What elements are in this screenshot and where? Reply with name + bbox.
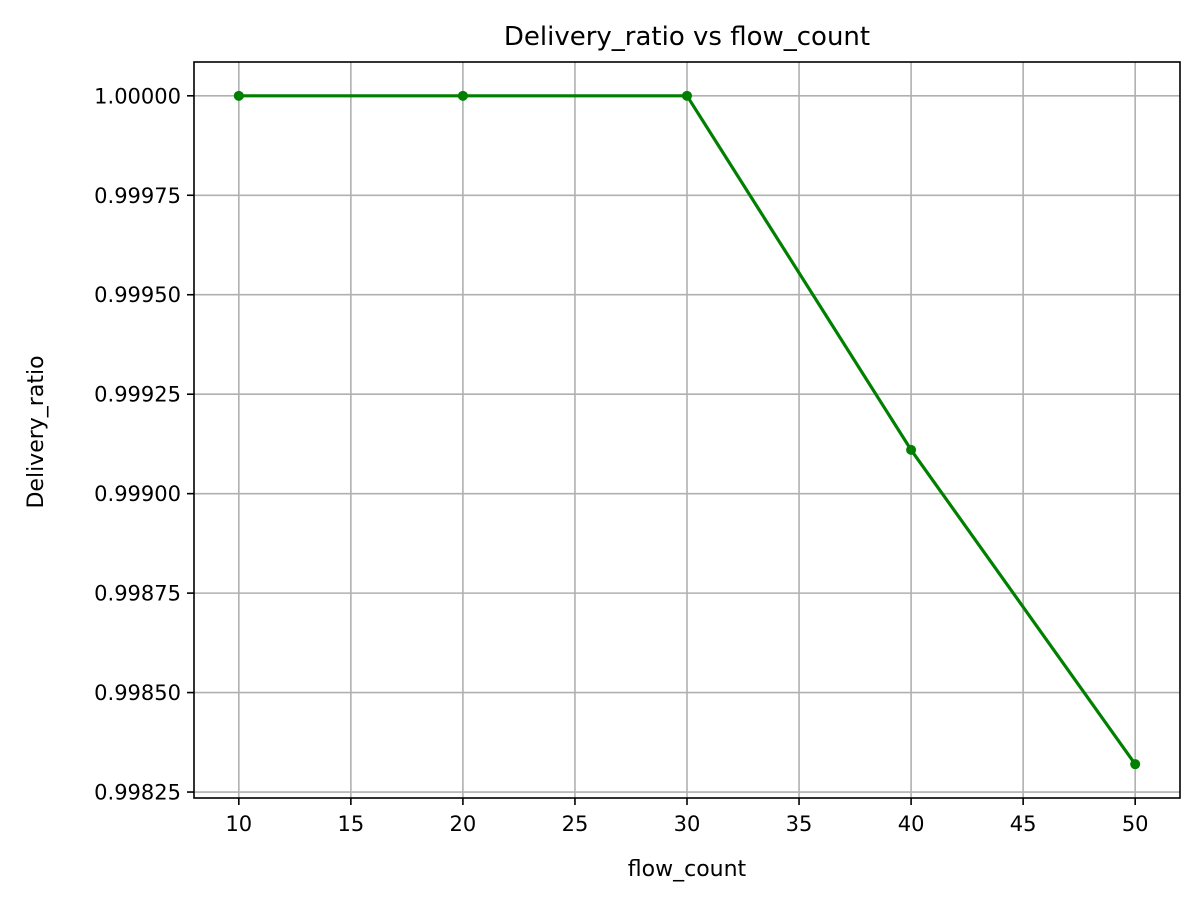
data-point (233, 90, 244, 101)
y-tick-label: 0.99850 (94, 681, 181, 705)
x-tick-label: 20 (450, 812, 477, 836)
chart-title: Delivery_ratio vs flow_count (504, 22, 870, 52)
data-point (1130, 759, 1141, 770)
x-tick-label: 30 (674, 812, 701, 836)
x-tick-label: 25 (562, 812, 589, 836)
y-tick-label: 0.99900 (94, 482, 181, 506)
data-point (906, 444, 917, 455)
x-tick-label: 15 (337, 812, 364, 836)
axis-ticks: 10 15 20 25 30 35 40 45 50 0.99825 0.99850 0.99875 0… (94, 84, 1148, 836)
data-point (457, 90, 468, 101)
x-tick-label: 10 (225, 812, 252, 836)
data-point (682, 90, 692, 101)
x-axis-label: flow_count (628, 857, 747, 882)
y-tick-label: 0.99825 (94, 781, 181, 805)
y-tick-label: 0.99925 (94, 383, 181, 407)
y-tick-label: 0.99975 (94, 184, 181, 208)
series (233, 90, 1141, 770)
x-tick-label: 45 (1010, 812, 1037, 836)
y-tick-label: 1.00000 (94, 84, 181, 108)
x-tick-label: 35 (786, 812, 813, 836)
y-tick-label: 0.99950 (94, 283, 181, 307)
x-tick-label: 40 (898, 812, 925, 836)
x-tick-label: 50 (1122, 812, 1149, 836)
y-tick-label: 0.99875 (94, 582, 181, 606)
y-axis-label: Delivery_ratio (24, 355, 49, 508)
